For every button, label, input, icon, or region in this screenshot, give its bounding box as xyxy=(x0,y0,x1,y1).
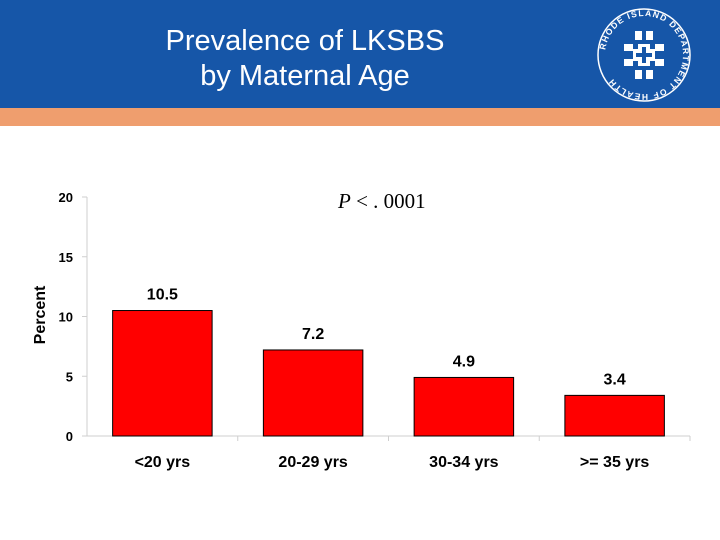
bar xyxy=(564,394,665,437)
bar-value-label: 7.2 xyxy=(302,326,324,343)
rhode-island-department-of-health-seal-icon: RHODE ISLAND DEPARTMENT OF HEALTH xyxy=(597,8,691,102)
x-category-label: 20-29 yrs xyxy=(278,454,347,471)
x-category-label: <20 yrs xyxy=(135,454,191,471)
y-tick-label: 20 xyxy=(59,190,73,205)
title-line-2: by Maternal Age xyxy=(200,60,410,92)
y-tick-label: 10 xyxy=(59,310,73,325)
y-tick-label: 15 xyxy=(59,250,73,265)
x-category-label: 30-34 yrs xyxy=(429,454,498,471)
header-accent-stripe xyxy=(0,108,720,126)
p-value-text: < . 0001 xyxy=(350,189,426,213)
bar-value-label: 10.5 xyxy=(147,287,178,304)
page-title: Prevalence of LKSBS by Maternal Age xyxy=(100,24,510,94)
bar xyxy=(413,376,515,437)
p-value-annotation: P < . 0001 xyxy=(338,189,426,214)
bar-value-label: 3.4 xyxy=(604,371,626,388)
title-line-1: Prevalence of LKSBS xyxy=(165,25,445,57)
y-tick-label: 5 xyxy=(66,369,73,384)
y-axis-title: Percent xyxy=(32,285,49,344)
bar-value-label: 4.9 xyxy=(453,353,475,370)
bar xyxy=(262,349,364,437)
bar xyxy=(112,310,213,437)
header-banner xyxy=(0,0,720,108)
y-tick-label: 0 xyxy=(66,429,73,444)
x-category-label: >= 35 yrs xyxy=(580,454,650,471)
p-value-letter: P xyxy=(338,189,351,213)
